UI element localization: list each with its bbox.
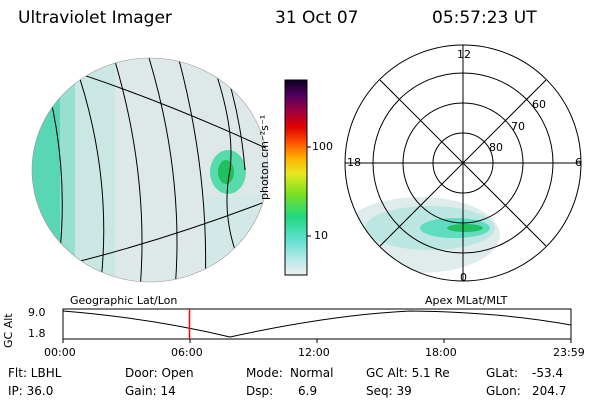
dsp-label: Dsp: <box>246 384 274 398</box>
filter-status: Flt: LBHL <box>8 366 62 380</box>
altitude-xtick-1800: 18:00 <box>425 346 457 359</box>
polar-plot <box>344 44 582 282</box>
mlt-label-6: 6 <box>575 156 582 169</box>
mlt-label-12: 12 <box>457 48 471 61</box>
altitude-xtick-2359: 23:59 <box>553 346 585 359</box>
instrument-title: Ultraviolet Imager <box>18 8 172 28</box>
glon-value: 204.7 <box>532 384 567 398</box>
colorbar-tick-100: 100 <box>312 140 333 153</box>
geo-panel-caption: Geographic Lat/Lon <box>70 294 178 307</box>
gain-status: Gain: 14 <box>125 384 176 398</box>
altitude-xtick-0600: 06:00 <box>171 346 203 359</box>
seq-status: Seq: 39 <box>366 384 412 398</box>
altitude-ylabel: GC Alt <box>2 313 15 348</box>
mlt-label-0: 0 <box>460 271 467 284</box>
altitude-ytick-min: 1.8 <box>28 327 46 340</box>
gc-alt-status: GC Alt: 5.1 Re <box>366 366 450 380</box>
glon-label: GLon: <box>486 384 521 398</box>
altitude-xtick-0000: 00:00 <box>44 346 76 359</box>
time-label: 05:57:23 UT <box>432 8 537 28</box>
glat-label: GLat: <box>486 366 519 380</box>
dsp-value: 6.9 <box>298 384 318 398</box>
mlat-label-70: 70 <box>511 120 525 133</box>
polar-panel-caption: Apex MLat/MLT <box>425 294 508 307</box>
colorbar <box>284 79 308 276</box>
colorbar-unit-label: photon cm⁻²s⁻¹ <box>258 114 271 200</box>
glat-value: -53.4 <box>532 366 564 380</box>
date-label: 31 Oct 07 <box>275 8 359 28</box>
altitude-plot <box>62 308 572 343</box>
door-status: Door: Open <box>125 366 194 380</box>
altitude-xtick-1200: 12:00 <box>298 346 330 359</box>
altitude-ytick-max: 9.0 <box>28 306 46 319</box>
mlat-label-80: 80 <box>489 141 503 154</box>
geo-image <box>31 57 269 283</box>
mode-label: Mode: <box>246 366 283 380</box>
ip-status: IP: 36.0 <box>8 384 54 398</box>
mode-value: Normal <box>290 366 334 380</box>
mlt-label-18: 18 <box>347 156 361 169</box>
mlat-label-60: 60 <box>532 98 546 111</box>
colorbar-tick-10: 10 <box>314 229 328 242</box>
